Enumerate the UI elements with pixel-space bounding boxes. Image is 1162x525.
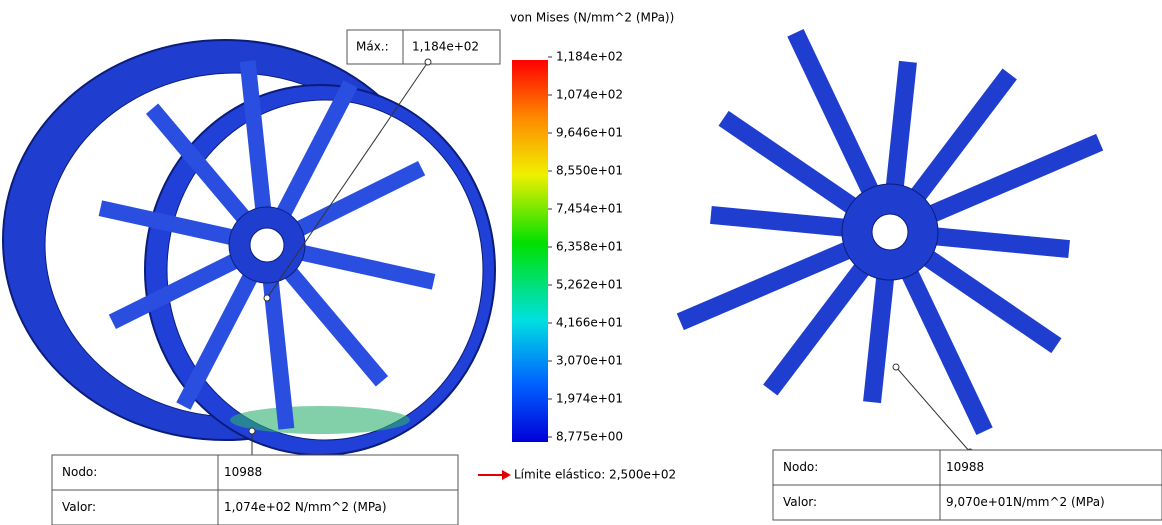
legend-label: 1,974e+01 (556, 392, 623, 406)
probe-value: 1,074e+02 N/mm^2 (MPa) (224, 500, 387, 514)
legend-label: 4,166e+01 (556, 316, 623, 330)
legend-label: 3,070e+01 (556, 354, 623, 368)
probe-value: 10988 (946, 460, 984, 474)
legend-label: 9,646e+01 (556, 126, 623, 140)
max-value: 1,184e+02 (412, 40, 479, 54)
probe-key: Valor: (62, 500, 96, 514)
legend-label: 5,262e+01 (556, 278, 623, 292)
probe-value: 10988 (224, 465, 262, 479)
legend-label: 8,550e+01 (556, 164, 623, 178)
legend-title: von Mises (N/mm^2 (MPa)) (510, 11, 674, 25)
legend-label: 7,454e+01 (556, 202, 623, 216)
max-label: Máx.: (356, 40, 389, 54)
probe-value: 9,070e+01N/mm^2 (MPa) (946, 495, 1105, 509)
colorbar (512, 60, 548, 442)
probe-key: Valor: (783, 495, 817, 509)
probe-key: Nodo: (783, 460, 818, 474)
legend-label: 1,184e+02 (556, 50, 623, 64)
legend-label: 8,775e+00 (556, 430, 623, 444)
yield-limit: Límite elástico: 2,500e+02 (514, 468, 676, 482)
legend-label: 1,074e+02 (556, 88, 623, 102)
fea-result-view: von Mises (N/mm^2 (MPa)) 1,184e+02 1,074e… (0, 0, 1162, 525)
probe-key: Nodo: (62, 465, 97, 479)
legend-label: 6,358e+01 (556, 240, 623, 254)
